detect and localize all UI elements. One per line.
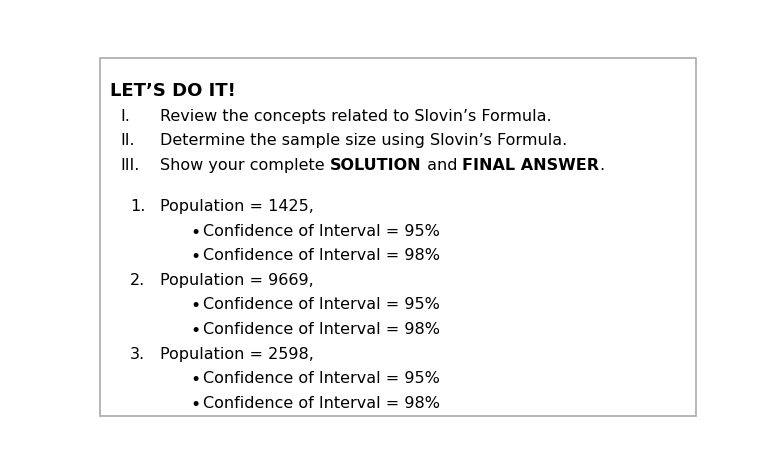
- Text: •: •: [190, 371, 200, 389]
- Text: LET’S DO IT!: LET’S DO IT!: [110, 82, 236, 100]
- Text: Confidence of Interval = 95%: Confidence of Interval = 95%: [203, 224, 439, 239]
- Text: •: •: [190, 248, 200, 266]
- Text: FINAL ANSWER: FINAL ANSWER: [462, 158, 599, 173]
- Text: Confidence of Interval = 98%: Confidence of Interval = 98%: [203, 248, 440, 263]
- Text: I.: I.: [120, 109, 130, 124]
- Text: .: .: [599, 158, 605, 173]
- Text: Confidence of Interval = 95%: Confidence of Interval = 95%: [203, 371, 439, 386]
- FancyBboxPatch shape: [100, 58, 696, 416]
- Text: •: •: [190, 298, 200, 315]
- Text: SOLUTION: SOLUTION: [330, 158, 422, 173]
- Text: and: and: [422, 158, 462, 173]
- Text: 3.: 3.: [131, 346, 145, 361]
- Text: II.: II.: [120, 133, 134, 149]
- Text: Confidence of Interval = 98%: Confidence of Interval = 98%: [203, 322, 440, 337]
- Text: Confidence of Interval = 95%: Confidence of Interval = 95%: [203, 298, 439, 313]
- Text: III.: III.: [120, 158, 139, 173]
- Text: Show your complete: Show your complete: [160, 158, 330, 173]
- Text: •: •: [190, 224, 200, 242]
- Text: Population = 2598,: Population = 2598,: [160, 346, 314, 361]
- Text: Confidence of Interval = 98%: Confidence of Interval = 98%: [203, 396, 440, 411]
- Text: Population = 1425,: Population = 1425,: [160, 199, 314, 214]
- Text: 1.: 1.: [131, 199, 145, 214]
- Text: Review the concepts related to Slovin’s Formula.: Review the concepts related to Slovin’s …: [160, 109, 552, 124]
- Text: Population = 9669,: Population = 9669,: [160, 273, 314, 288]
- Text: •: •: [190, 322, 200, 340]
- Text: •: •: [190, 396, 200, 414]
- Text: Determine the sample size using Slovin’s Formula.: Determine the sample size using Slovin’s…: [160, 133, 568, 149]
- Text: 2.: 2.: [131, 273, 145, 288]
